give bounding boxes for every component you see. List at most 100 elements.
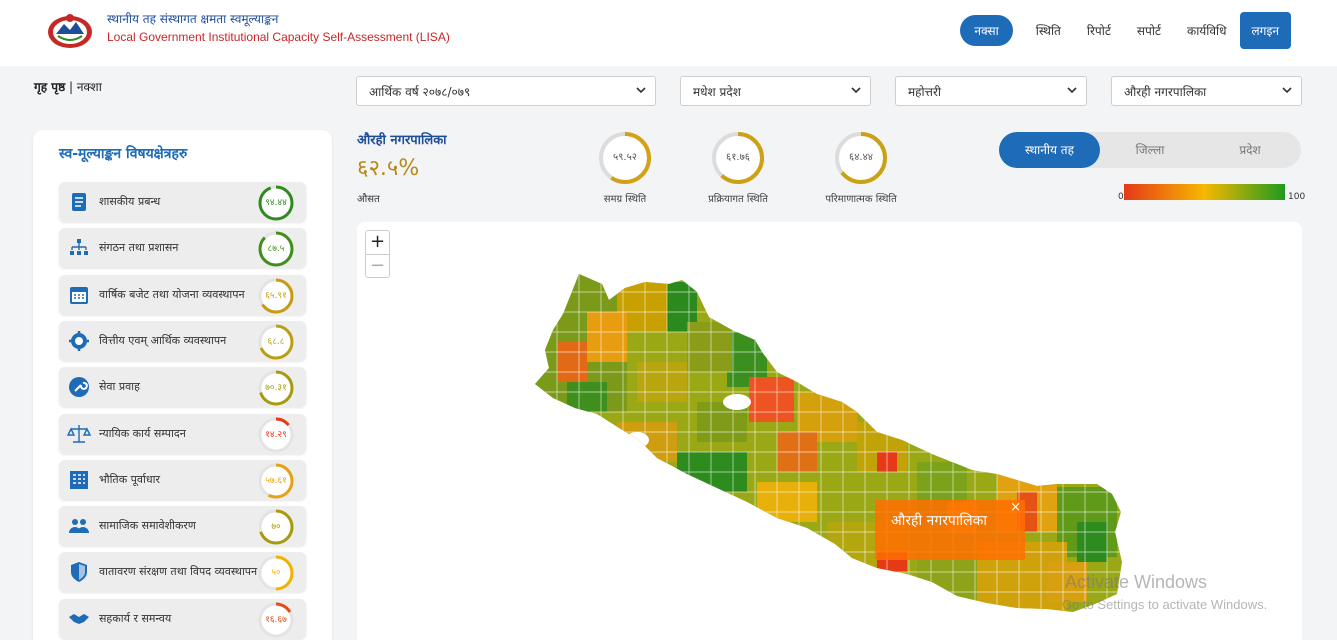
domain-item[interactable]: संगठन तथा प्रशासन ८७.५	[59, 228, 306, 269]
domain-score-ring: ५०	[258, 555, 294, 591]
domain-score: ८७.५	[267, 244, 285, 255]
domain-score: ७०	[271, 522, 281, 533]
calendar-icon	[70, 286, 88, 304]
building-icon	[70, 470, 88, 489]
gauge-value: ६१.७६	[726, 152, 750, 163]
breadcrumb-separator: |	[69, 80, 77, 94]
nav-support[interactable]: सपोर्ट	[1136, 24, 1161, 38]
finance-gear-icon	[69, 330, 89, 351]
breadcrumb-home[interactable]: गृह पृष्ठ	[34, 80, 66, 94]
gauge-label: परिमाणात्मक स्थिति	[825, 194, 897, 205]
handshake-icon	[69, 613, 89, 624]
domain-item[interactable]: भौतिक पूर्वाधार ५७.६१	[59, 459, 306, 500]
nav-status[interactable]: स्थिति	[1035, 24, 1061, 38]
app-title-english: Local Government Institutional Capacity …	[107, 30, 450, 44]
domain-score-ring: ७०	[258, 509, 294, 545]
nav-procedure[interactable]: कार्यविधि	[1186, 24, 1227, 38]
header: स्थानीय तह संस्थागत क्षमता स्वमूल्याङ्कन…	[0, 0, 1337, 66]
wrench-icon	[69, 377, 89, 398]
domain-item[interactable]: वित्तीय एवम् आर्थिक व्यवस्थापन ६८.८	[59, 320, 306, 361]
main-nav: नक्सा स्थिति रिपोर्ट सपोर्ट कार्यविधि लग…	[960, 12, 1291, 49]
domain-item[interactable]: न्यायिक कार्य सम्पादन १४.२९	[59, 413, 306, 454]
zoom-in-button[interactable]: +	[369, 231, 386, 252]
domain-label: सेवा प्रवाह	[99, 380, 140, 394]
toggle-province[interactable]: प्रदेश	[1239, 143, 1261, 157]
domain-label: शासकीय प्रबन्ध	[99, 195, 161, 208]
fiscal-year-value: आर्थिक वर्ष २०७८/०७९	[369, 85, 471, 99]
domain-score-ring: ५७.६१	[258, 463, 294, 499]
domain-score: १४.२९	[265, 429, 287, 440]
district-value: महोत्तरी	[908, 85, 941, 99]
legend-max: 100	[1288, 192, 1306, 202]
domain-score: १६.६७	[265, 614, 287, 625]
domain-label: भौतिक पूर्वाधार	[99, 472, 160, 486]
domain-item[interactable]: शासकीय प्रबन्ध ९४.४४	[59, 182, 306, 222]
domain-label: वार्षिक बजेट तथा योजना व्यवस्थापन	[99, 287, 245, 301]
level-toggle: स्थानीय तह जिल्ला प्रदेश	[999, 132, 1301, 168]
domain-score-ring: ६५.९१	[258, 278, 294, 314]
domain-score-ring: ९४.४४	[258, 185, 294, 221]
nepal-choropleth-map[interactable]	[357, 222, 1302, 640]
domain-score: ६५.९१	[265, 290, 287, 301]
domain-score-ring: १४.२९	[258, 417, 294, 453]
status-gauge: ५९.५२	[597, 130, 653, 186]
status-gauge: ६४.४४	[833, 130, 889, 186]
breadcrumb: गृह पृष्ठ | नक्शा	[34, 78, 102, 95]
domain-item[interactable]: वार्षिक बजेट तथा योजना व्यवस्थापन ६५.९१	[59, 274, 306, 315]
org-chart-icon	[70, 239, 88, 256]
domain-label: संगठन तथा प्रशासन	[99, 241, 179, 255]
domain-score: ७०.३१	[265, 383, 287, 394]
chevron-down-icon	[636, 87, 646, 94]
scales-icon	[67, 424, 91, 443]
map-regions	[535, 274, 1122, 612]
nepal-emblem-logo[interactable]	[46, 10, 94, 50]
popup-municipality-name: औरही नगरपालिका	[891, 513, 988, 529]
fiscal-year-select[interactable]: आर्थिक वर्ष २०७८/०७९	[356, 76, 656, 106]
domain-item[interactable]: सामाजिक समावेशीकरण ७०	[59, 506, 306, 547]
domain-item[interactable]: वातावरण संरक्षण तथा विपद व्यवस्थापन ५०	[59, 552, 306, 593]
nav-map[interactable]: नक्सा	[960, 15, 1013, 46]
domain-score: ९४.४४	[265, 198, 287, 208]
domain-score: ५७.६१	[265, 475, 287, 486]
shield-icon	[71, 562, 87, 583]
legend-min: 0	[1118, 192, 1124, 202]
breadcrumb-current: नक्शा	[76, 80, 102, 94]
people-icon	[69, 519, 89, 534]
close-icon[interactable]: ×	[1010, 500, 1021, 515]
color-scale-legend	[1124, 184, 1285, 200]
domain-label: वित्तीय एवम् आर्थिक व्यवस्थापन	[99, 333, 227, 347]
gauge-label: प्रक्रियागत स्थिति	[708, 194, 768, 205]
province-select[interactable]: मधेश प्रदेश	[680, 76, 871, 106]
selected-municipality-name: औरही नगरपालिका	[357, 133, 447, 148]
zoom-out-button[interactable]: −	[366, 254, 389, 277]
domain-label: न्यायिक कार्य सम्पादन	[99, 426, 186, 440]
average-label: औसत	[357, 194, 380, 205]
toggle-local-level[interactable]: स्थानीय तह	[999, 132, 1100, 168]
nav-report[interactable]: रिपोर्ट	[1086, 24, 1111, 38]
domain-score-ring: १६.६७	[258, 602, 294, 638]
panel-title: स्व-मूल्याङ्कन विषयक्षेत्रहरु	[59, 146, 188, 162]
average-score: ६२.५%	[357, 156, 420, 181]
toggle-district[interactable]: जिल्ला	[1135, 143, 1165, 157]
map-popup: औरही नगरपालिका ×	[875, 500, 1025, 560]
gauge-label: समग्र स्थिति	[603, 194, 647, 205]
map-zoom-control: + −	[365, 230, 390, 278]
domain-label: सामाजिक समावेशीकरण	[99, 519, 196, 533]
domain-score-ring: ७०.३१	[258, 370, 294, 406]
domain-score-ring: ८७.५	[258, 231, 294, 267]
municipality-select[interactable]: औरही नगरपालिका	[1111, 76, 1302, 106]
login-button[interactable]: लगइन	[1239, 12, 1291, 49]
district-select[interactable]: महोत्तरी	[895, 76, 1087, 106]
assessment-areas-panel: स्व-मूल्याङ्कन विषयक्षेत्रहरु शासकीय प्र…	[33, 130, 332, 640]
chevron-down-icon	[851, 87, 861, 94]
province-value: मधेश प्रदेश	[693, 85, 741, 99]
domain-item[interactable]: सहकार्य र समन्वय १६.६७	[59, 598, 306, 639]
domain-score-ring: ६८.८	[258, 324, 294, 360]
domain-score: ५०	[271, 568, 281, 579]
domain-item[interactable]: सेवा प्रवाह ७०.३१	[59, 367, 306, 408]
chevron-down-icon	[1067, 87, 1077, 94]
domain-label: सहकार्य र समन्वय	[99, 611, 172, 625]
domain-label: वातावरण संरक्षण तथा विपद व्यवस्थापन	[99, 565, 258, 579]
chevron-down-icon	[1282, 87, 1292, 94]
activate-windows-title: Activate Windows	[1065, 572, 1208, 592]
